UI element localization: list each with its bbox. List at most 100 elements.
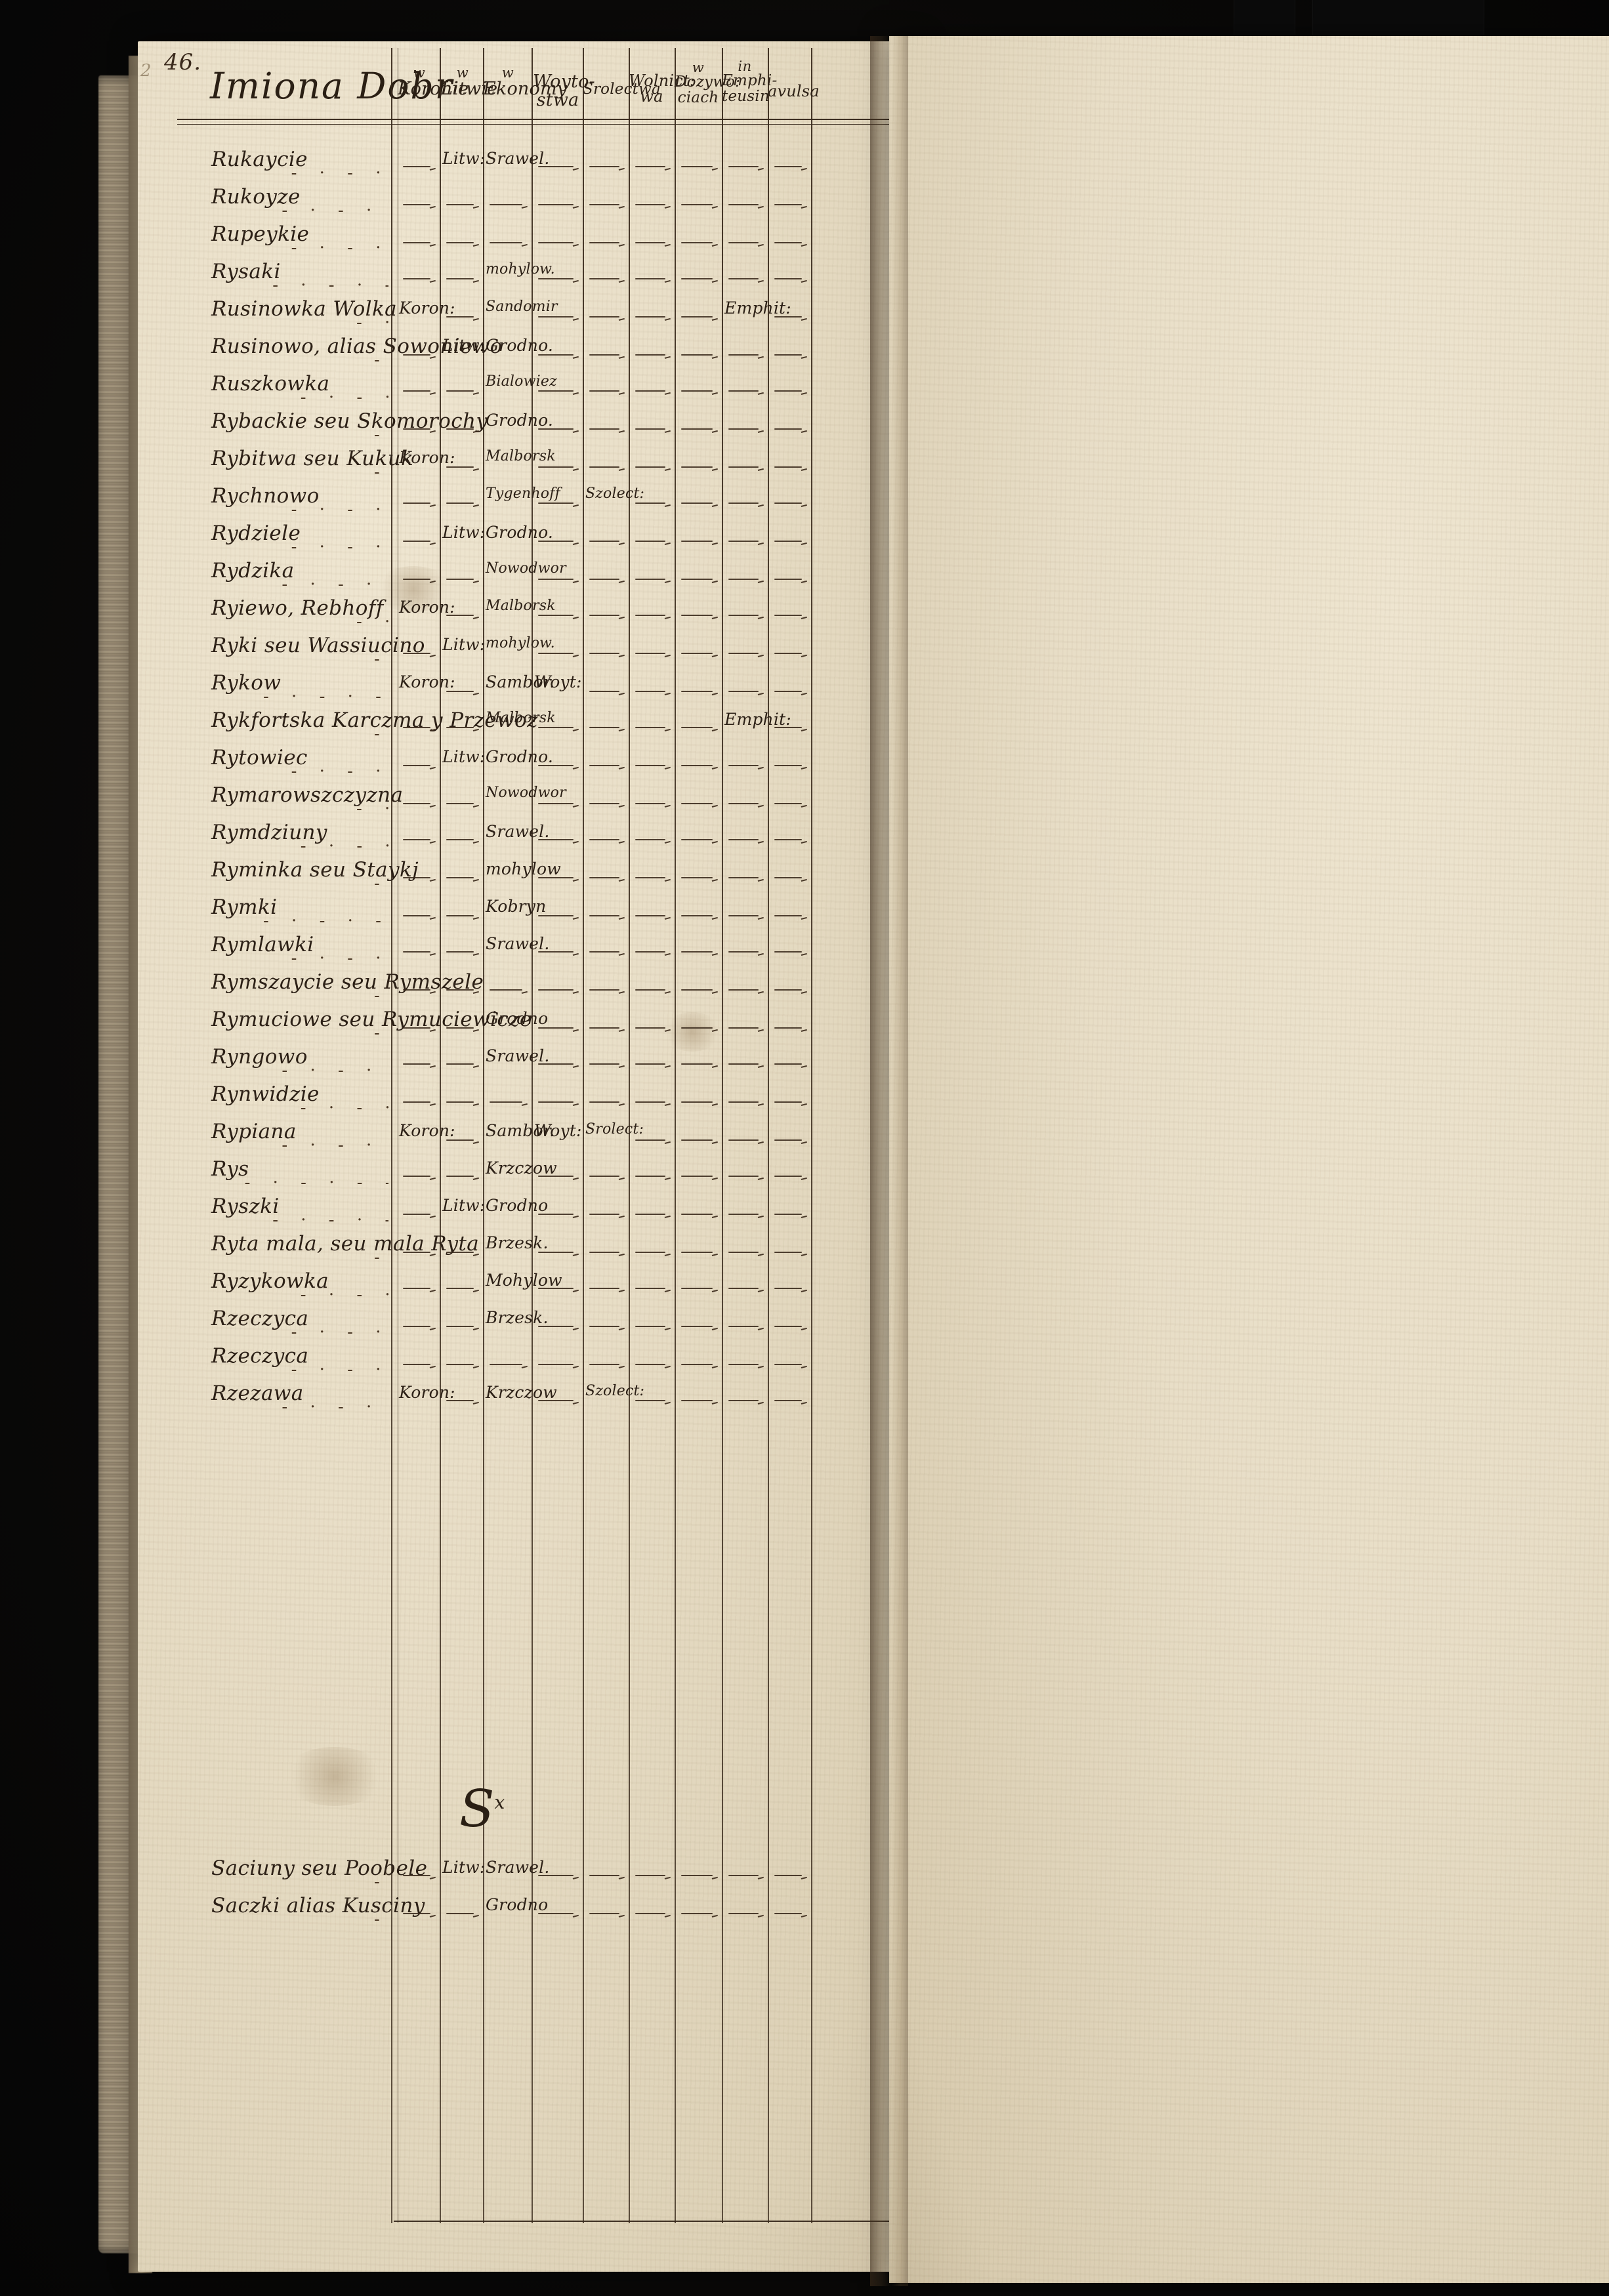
empty-cell-dash bbox=[403, 541, 430, 542]
empty-cell-dash bbox=[403, 1288, 430, 1289]
cell-ekonomy: Kobryn bbox=[486, 897, 547, 916]
empty-cell-dash bbox=[728, 1326, 759, 1327]
empty-cell-dash bbox=[681, 1913, 713, 1914]
empty-cell-dash bbox=[538, 579, 574, 580]
column-header-emphiteusin-line1: Emphi- bbox=[722, 72, 778, 90]
table-row: Rymdziuny- · - · - - · - - · - - - - - -… bbox=[177, 819, 912, 856]
table-row: Rytowiec- · - · - - · - - · - - - - - - … bbox=[177, 745, 912, 781]
empty-cell-dash bbox=[635, 390, 665, 392]
empty-cell-dash bbox=[403, 1326, 430, 1327]
empty-cell-dash bbox=[635, 1139, 665, 1141]
empty-cell-dash bbox=[635, 691, 665, 692]
book-clamp-right bbox=[1312, 0, 1484, 35]
empty-cell-dash bbox=[538, 541, 574, 542]
cell-litwie: Litw: bbox=[442, 1196, 486, 1215]
leader-dots: - · - · - - · - - · - - - - - - - - bbox=[282, 201, 388, 214]
empty-cell-dash bbox=[403, 1027, 430, 1029]
empty-cell-dash bbox=[589, 1913, 619, 1914]
table-row: Rymszaycie seu Rymszele- · - · - - · - -… bbox=[177, 969, 912, 1006]
column-header-wolnictwa-line1: Wolnict: bbox=[629, 72, 696, 90]
empty-cell-dash bbox=[403, 428, 430, 430]
empty-cell-dash bbox=[446, 1400, 474, 1401]
empty-cell-dash bbox=[589, 390, 619, 392]
empty-cell-dash bbox=[635, 1027, 665, 1029]
leader-dots: - · - · - - · - - · - - - - - - - - bbox=[291, 238, 388, 251]
empty-cell-dash bbox=[774, 204, 802, 205]
cell-woytostwa: Woyt: bbox=[534, 672, 582, 691]
empty-cell-dash bbox=[589, 354, 619, 356]
empty-cell-dash bbox=[774, 1027, 802, 1029]
leader-dots: - · - · - - · - - · - - - - - - - - bbox=[356, 313, 388, 326]
cell-koronie: Koron: bbox=[399, 598, 455, 617]
empty-cell-dash bbox=[774, 691, 802, 692]
column-header-koronie-small: w bbox=[413, 65, 426, 81]
column-header-ekonomy-main: Ekonomy bbox=[483, 79, 568, 100]
empty-cell-dash bbox=[589, 242, 619, 243]
column-header-woytostwa: Woyto- stwa bbox=[533, 73, 595, 110]
empty-cell-dash bbox=[728, 1101, 759, 1103]
empty-cell-dash bbox=[635, 1326, 665, 1327]
empty-cell-dash bbox=[403, 502, 430, 504]
cell-ekonomy: mohylow bbox=[486, 859, 561, 878]
empty-cell-dash bbox=[446, 1252, 474, 1253]
empty-cell-dash bbox=[774, 242, 802, 243]
empty-cell-dash bbox=[774, 1214, 802, 1215]
empty-cell-dash bbox=[728, 765, 759, 766]
column-divider-litwie bbox=[483, 48, 484, 2223]
empty-cell-dash bbox=[403, 1364, 430, 1365]
empty-cell-dash bbox=[728, 877, 759, 878]
column-header-emphiteusin-line2: teusin bbox=[722, 87, 770, 105]
empty-cell-dash bbox=[774, 727, 802, 728]
leader-dots: - · - · - - · - - · - - - - - - - - bbox=[300, 1098, 388, 1111]
empty-cell-dash bbox=[635, 1875, 665, 1876]
empty-cell-dash bbox=[403, 1252, 430, 1253]
empty-cell-dash bbox=[681, 242, 713, 243]
column-header-dozywociach: w Dozywo: ciach bbox=[675, 60, 741, 106]
table-row: Rzeczyca- · - · - - · - - · - - - - - - … bbox=[177, 1343, 912, 1380]
empty-cell-dash bbox=[728, 354, 759, 356]
empty-cell-dash bbox=[538, 989, 574, 991]
paper-grain-recto bbox=[889, 36, 1609, 2283]
empty-cell-dash bbox=[446, 1176, 474, 1177]
empty-cell-dash bbox=[681, 166, 713, 167]
table-row: Rydzika- · - · - - · - - · - - - - - - -… bbox=[177, 558, 912, 594]
empty-cell-dash bbox=[589, 1252, 619, 1253]
empty-cell-dash bbox=[490, 1101, 522, 1103]
cell-ekonomy: Srawel. bbox=[486, 149, 550, 168]
empty-cell-dash bbox=[538, 653, 574, 654]
empty-cell-dash bbox=[403, 653, 430, 654]
empty-cell-dash bbox=[774, 1101, 802, 1103]
cell-srolectwa: Srolect: bbox=[585, 1121, 644, 1138]
empty-cell-dash bbox=[774, 354, 802, 356]
empty-cell-dash bbox=[681, 1288, 713, 1289]
empty-cell-dash bbox=[681, 1063, 713, 1065]
estate-name: Ryzykowka bbox=[211, 1269, 329, 1293]
column-header-srolectwa: Srolectwa bbox=[583, 81, 661, 97]
empty-cell-dash bbox=[774, 1063, 802, 1065]
empty-cell-dash bbox=[446, 1326, 474, 1327]
cell-litwie: Litw: bbox=[442, 1858, 486, 1877]
empty-cell-dash bbox=[681, 803, 713, 804]
empty-cell-dash bbox=[538, 316, 574, 318]
empty-cell-dash bbox=[446, 278, 474, 279]
empty-cell-dash bbox=[728, 1288, 759, 1289]
empty-cell-dash bbox=[635, 428, 665, 430]
cell-woytostwa: Woyt: bbox=[534, 1121, 582, 1140]
cell-litwie: Litw: bbox=[442, 336, 486, 355]
leader-dots: - · - · - - · - - · - - - - - - - - bbox=[300, 1285, 388, 1298]
empty-cell-dash bbox=[635, 1913, 665, 1914]
column-header-emphiteusin: in Emphi- teusin bbox=[722, 59, 778, 105]
section-letter-glyph: S bbox=[459, 1780, 495, 1839]
empty-cell-dash bbox=[774, 839, 802, 840]
empty-cell-dash bbox=[681, 1400, 713, 1401]
empty-cell-dash bbox=[681, 951, 713, 953]
cell-koronie: Koron: bbox=[399, 1383, 455, 1402]
empty-cell-dash bbox=[774, 615, 802, 616]
estate-name: Rychnowo bbox=[211, 484, 320, 508]
empty-cell-dash bbox=[446, 615, 474, 616]
empty-cell-dash bbox=[681, 390, 713, 392]
table-row: Rybitwa seu Kukuk- · - · - - · - - · - -… bbox=[177, 445, 912, 482]
column-header-dozywociach-line1: Dozywo: bbox=[675, 73, 741, 91]
empty-cell-dash bbox=[538, 1288, 574, 1289]
column-header-woytostwa-line2: stwa bbox=[536, 89, 579, 110]
